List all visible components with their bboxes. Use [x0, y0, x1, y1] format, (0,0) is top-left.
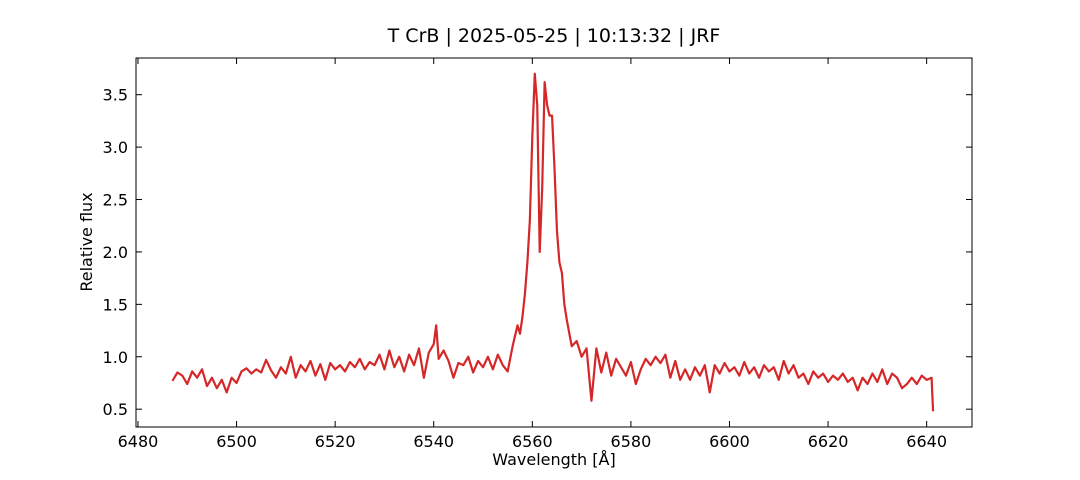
- x-tick-label: 6560: [512, 432, 553, 451]
- x-axis-label: Wavelength [Å]: [492, 450, 615, 469]
- y-tick-label: 2.5: [103, 191, 128, 210]
- x-tick-label: 6500: [216, 432, 257, 451]
- x-tick-label: 6580: [611, 432, 652, 451]
- y-tick-label: 1.0: [103, 348, 128, 367]
- y-tick-label: 0.5: [103, 400, 128, 419]
- x-tick-label: 6620: [808, 432, 849, 451]
- chart-title: T CrB | 2025-05-25 | 10:13:32 | JRF: [387, 25, 721, 47]
- x-tick-label: 6480: [118, 432, 159, 451]
- x-tick-label: 6640: [906, 432, 947, 451]
- y-tick-label: 3.5: [103, 86, 128, 105]
- x-tick-label: 6520: [315, 432, 356, 451]
- y-tick-label: 3.0: [103, 138, 128, 157]
- x-tick-label: 6540: [413, 432, 454, 451]
- y-axis-label: Relative flux: [77, 192, 96, 291]
- y-tick-label: 2.0: [103, 243, 128, 262]
- plot-frame: [135, 57, 973, 428]
- y-tick-label: 1.5: [103, 295, 128, 314]
- spectrum-line: [171, 72, 935, 412]
- x-tick-label: 6600: [709, 432, 750, 451]
